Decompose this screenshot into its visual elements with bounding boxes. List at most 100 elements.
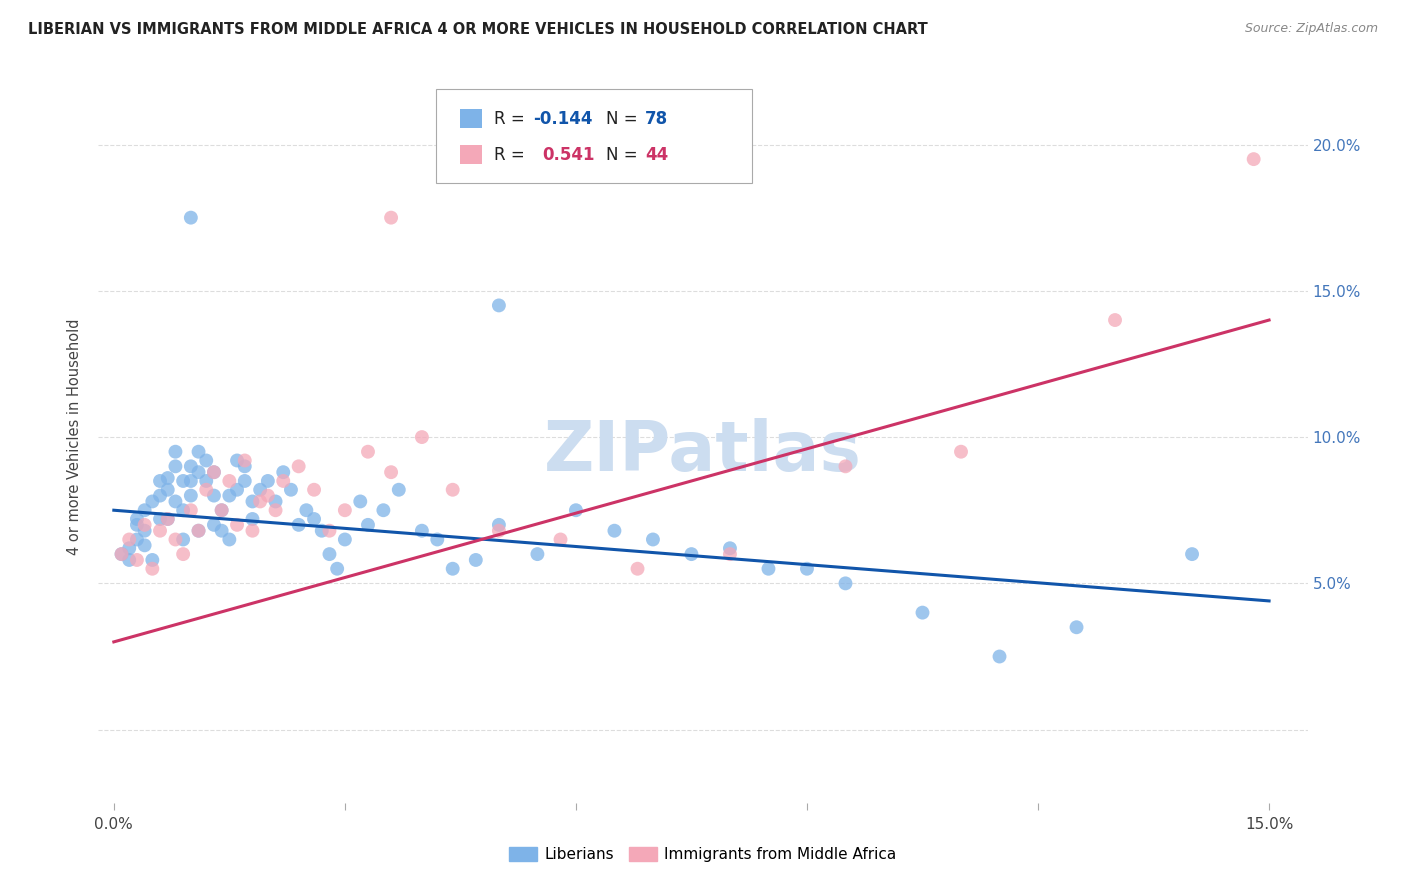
Point	[242, 512, 264, 526]
Point	[603, 524, 626, 538]
Point	[464, 553, 486, 567]
Point	[202, 465, 225, 479]
Point	[202, 489, 225, 503]
Point	[271, 474, 294, 488]
Point	[187, 524, 209, 538]
Point	[950, 444, 973, 458]
Point	[211, 524, 233, 538]
Point	[149, 489, 172, 503]
Point	[149, 474, 172, 488]
Point	[165, 459, 187, 474]
Point	[302, 512, 325, 526]
Point	[242, 494, 264, 508]
Text: -0.144: -0.144	[533, 110, 592, 128]
Point	[202, 465, 225, 479]
Point	[318, 524, 340, 538]
Point	[242, 524, 264, 538]
Point	[349, 494, 371, 508]
Point	[149, 524, 172, 538]
Point	[118, 541, 141, 556]
Point	[172, 503, 194, 517]
Point	[211, 503, 233, 517]
Point	[380, 465, 402, 479]
Point	[156, 471, 179, 485]
Text: N =: N =	[606, 145, 643, 163]
Point	[271, 465, 294, 479]
Point	[187, 444, 209, 458]
Point	[226, 517, 249, 532]
Point	[488, 298, 510, 312]
Point	[287, 459, 309, 474]
Point	[202, 517, 225, 532]
Point	[141, 553, 163, 567]
Point	[226, 453, 249, 467]
Point	[264, 494, 287, 508]
Point	[526, 547, 548, 561]
Point	[280, 483, 302, 497]
Point	[911, 606, 934, 620]
Point	[218, 474, 240, 488]
Point	[441, 483, 464, 497]
Point	[141, 494, 163, 508]
Point	[488, 517, 510, 532]
Point	[180, 474, 202, 488]
Point	[180, 459, 202, 474]
Point	[357, 444, 380, 458]
Point	[180, 489, 202, 503]
Point	[1104, 313, 1126, 327]
Point	[134, 538, 156, 552]
Point	[180, 211, 202, 225]
Point	[149, 512, 172, 526]
Point	[141, 562, 163, 576]
Point	[333, 503, 356, 517]
Point	[165, 494, 187, 508]
Point	[834, 576, 856, 591]
Point	[264, 503, 287, 517]
Point	[388, 483, 411, 497]
Point	[426, 533, 449, 547]
Text: N =: N =	[606, 110, 643, 128]
Point	[125, 533, 148, 547]
Point	[796, 562, 818, 576]
Point	[156, 483, 179, 497]
Point	[249, 483, 271, 497]
Point	[118, 533, 141, 547]
Point	[125, 553, 148, 567]
Point	[834, 459, 856, 474]
Point	[681, 547, 703, 561]
Point	[311, 524, 333, 538]
Point	[333, 533, 356, 547]
Point	[758, 562, 780, 576]
Point	[1181, 547, 1204, 561]
Text: 78: 78	[645, 110, 668, 128]
Point	[125, 512, 148, 526]
Point	[718, 547, 741, 561]
Point	[988, 649, 1011, 664]
Point	[172, 474, 194, 488]
Y-axis label: 4 or more Vehicles in Household: 4 or more Vehicles in Household	[67, 318, 83, 556]
Point	[211, 503, 233, 517]
Point	[249, 494, 271, 508]
Point	[187, 465, 209, 479]
Point	[172, 547, 194, 561]
Point	[257, 474, 280, 488]
Point	[195, 453, 218, 467]
Point	[257, 489, 280, 503]
Point	[226, 483, 249, 497]
Point	[110, 547, 132, 561]
Point	[488, 524, 510, 538]
Point	[134, 524, 156, 538]
Point	[172, 533, 194, 547]
Point	[134, 503, 156, 517]
Text: ZIPatlas: ZIPatlas	[544, 418, 862, 485]
Point	[565, 503, 588, 517]
Point	[156, 512, 179, 526]
Point	[287, 517, 309, 532]
Legend: Liberians, Immigrants from Middle Africa: Liberians, Immigrants from Middle Africa	[503, 841, 903, 868]
Point	[233, 453, 256, 467]
Point	[195, 483, 218, 497]
Point	[626, 562, 648, 576]
Point	[373, 503, 395, 517]
Point	[195, 474, 218, 488]
Point	[110, 547, 132, 561]
